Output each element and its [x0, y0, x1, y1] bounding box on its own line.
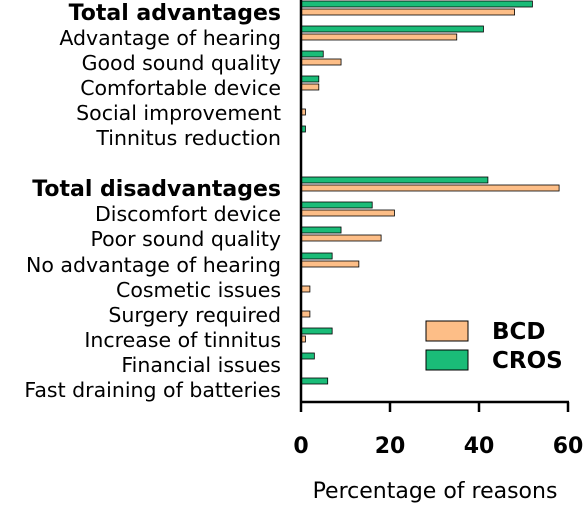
category-label-discomfort-device: Discomfort device: [95, 202, 281, 226]
bar-bcd-discomfort-device: [300, 209, 395, 217]
bar-cros-good-sound-quality: [300, 50, 324, 58]
bar-bcd-good-sound-quality: [300, 58, 342, 66]
x-axis-label: Percentage of reasons: [313, 479, 558, 504]
bar-cros-no-advantage-of-hearing: [300, 252, 333, 260]
bar-bcd-cosmetic-issues: [300, 285, 311, 293]
bar-cros-total-disadvantages: [300, 176, 489, 184]
x-tick-label: 40: [464, 434, 495, 459]
bar-bcd-advantage-of-hearing: [300, 33, 458, 41]
category-label-total-advantages: Total advantages: [69, 1, 281, 26]
bar-cros-total-advantages: [300, 0, 533, 8]
legend-swatch-bcd: [425, 320, 469, 342]
bar-cros-financial-issues: [300, 352, 315, 360]
category-label-good-sound-quality: Good sound quality: [82, 51, 281, 75]
bar-bcd-comfortable-device: [300, 83, 320, 91]
legend-label-cros: CROS: [492, 348, 563, 374]
bar-cros-fast-draining-of-batteries: [300, 377, 329, 385]
category-label-surgery-required: Surgery required: [108, 303, 281, 327]
category-label-cosmetic-issues: Cosmetic issues: [116, 278, 281, 302]
legend: BCD CROS: [425, 319, 563, 374]
bars: [300, 0, 560, 385]
bar-bcd-surgery-required: [300, 310, 311, 318]
bar-cros-comfortable-device: [300, 75, 320, 83]
x-tick-label: 20: [375, 434, 406, 459]
category-label-poor-sound-quality: Poor sound quality: [90, 227, 281, 251]
bar-cros-poor-sound-quality: [300, 226, 342, 234]
legend-swatch-cros: [425, 349, 469, 371]
category-label-total-disadvantages: Total disadvantages: [32, 177, 281, 202]
bar-cros-discomfort-device: [300, 201, 373, 209]
x-tick-label: 60: [553, 434, 583, 459]
category-label-increase-of-tinnitus: Increase of tinnitus: [84, 328, 281, 352]
category-label-tinnitus-reduction: Tinnitus reduction: [95, 126, 281, 150]
bar-bcd-total-disadvantages: [300, 184, 560, 192]
legend-label-bcd: BCD: [492, 319, 546, 345]
bar-bcd-no-advantage-of-hearing: [300, 260, 360, 268]
category-label-social-improvement: Social improvement: [76, 101, 281, 125]
category-label-fast-draining-of-batteries: Fast draining of batteries: [24, 378, 281, 402]
x-axis-ticks: 0 20 40 60: [293, 402, 583, 459]
bar-bcd-poor-sound-quality: [300, 234, 382, 242]
category-label-no-advantage-of-hearing: No advantage of hearing: [26, 253, 281, 277]
bar-cros-advantage-of-hearing: [300, 25, 484, 33]
bar-cros-increase-of-tinnitus: [300, 327, 333, 335]
category-label-advantage-of-hearing: Advantage of hearing: [59, 26, 281, 50]
bar-bcd-total-advantages: [300, 8, 516, 16]
x-tick-label: 0: [293, 434, 308, 459]
category-label-comfortable-device: Comfortable device: [80, 76, 281, 100]
category-label-financial-issues: Financial issues: [121, 353, 281, 377]
